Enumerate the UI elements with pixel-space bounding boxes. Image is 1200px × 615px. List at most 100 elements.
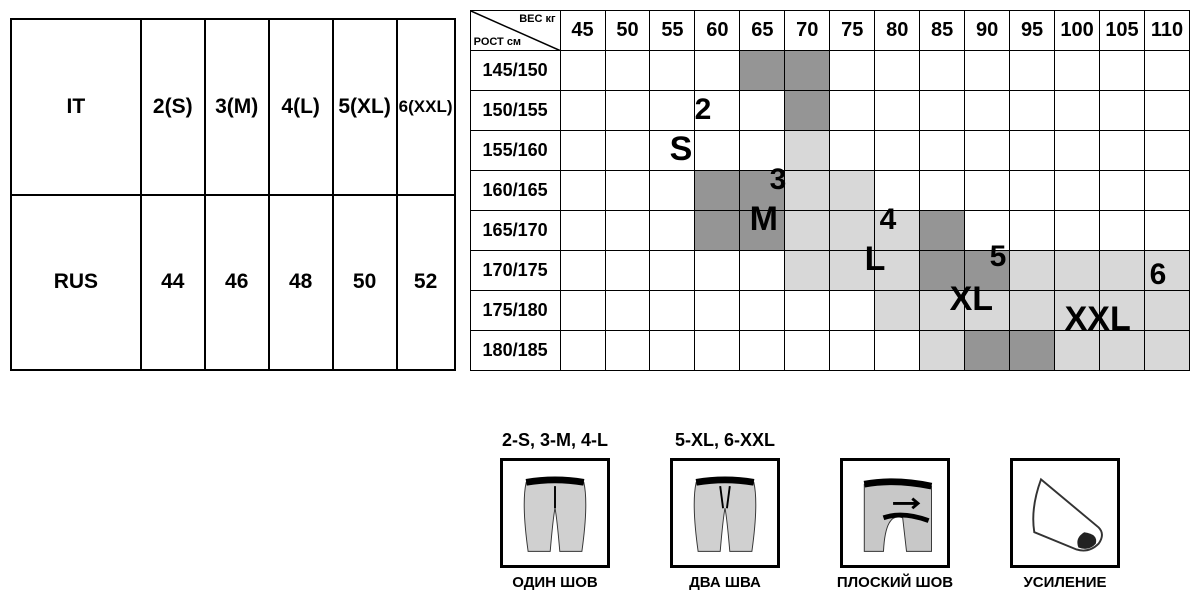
grid-cell [1144, 251, 1189, 291]
grid-cell [605, 171, 650, 211]
grid-cell [920, 251, 965, 291]
grid-cell [785, 291, 830, 331]
conv-rus-0: 44 [141, 195, 205, 371]
grid-cell [605, 51, 650, 91]
grid-cell [560, 91, 605, 131]
weight-hdr-8: 85 [920, 11, 965, 51]
icon-cap-1: ДВА ШВА [689, 574, 761, 591]
grid-cell [875, 251, 920, 291]
weight-hdr-10: 95 [1010, 11, 1055, 51]
grid-cell [1100, 211, 1145, 251]
grid-cell [1010, 291, 1055, 331]
grid-cell [1055, 131, 1100, 171]
height-hdr-0: 145/150 [470, 51, 560, 91]
grid-cell [650, 331, 695, 371]
grid-cell [965, 131, 1010, 171]
weight-hdr-4: 65 [740, 11, 785, 51]
grid-cell [695, 171, 740, 211]
grid-cell [875, 171, 920, 211]
grid-cell [785, 51, 830, 91]
icon-col-1: 5-XL, 6-XXL ДВА ШВА [660, 430, 790, 591]
grid-cell [1100, 51, 1145, 91]
grid-cell [830, 51, 875, 91]
conv-it-3: 5(XL) [333, 19, 397, 195]
grid-cell [830, 91, 875, 131]
grid-cell [875, 91, 920, 131]
weight-hdr-5: 70 [785, 11, 830, 51]
grid-cell [785, 251, 830, 291]
grid-cell [695, 331, 740, 371]
grid-cell [1055, 291, 1100, 331]
grid-cell [740, 51, 785, 91]
weight-hdr-7: 80 [875, 11, 920, 51]
conv-rus-2: 48 [269, 195, 333, 371]
weight-hdr-2: 55 [650, 11, 695, 51]
conv-it-2: 4(L) [269, 19, 333, 195]
grid-cell [785, 91, 830, 131]
grid-cell [965, 171, 1010, 211]
grid-cell [875, 211, 920, 251]
grid-cell [965, 51, 1010, 91]
conversion-table: IT 2(S) 3(M) 4(L) 5(XL) 6(XXL) RUS 44 46… [10, 18, 456, 371]
grid-cell [830, 211, 875, 251]
grid-cell [1010, 51, 1055, 91]
reinforcement-icon [1010, 458, 1120, 568]
grid-cell [785, 171, 830, 211]
grid-cell [1100, 131, 1145, 171]
grid-cell [650, 291, 695, 331]
grid-cell [830, 171, 875, 211]
grid-cell [785, 131, 830, 171]
grid-cell [965, 251, 1010, 291]
conv-it-0: 2(S) [141, 19, 205, 195]
icon-top-1: 5-XL, 6-XXL [675, 430, 775, 452]
grid-cell [875, 131, 920, 171]
product-icons-row: 2-S, 3-M, 4-L ОДИН ШОВ 5-XL, 6-XXL ДВА Ш… [490, 430, 1130, 591]
icon-cap-2: ПЛОСКИЙ ШОВ [837, 574, 953, 591]
grid-cell [605, 211, 650, 251]
grid-cell [695, 291, 740, 331]
icon-col-2: ПЛОСКИЙ ШОВ [830, 430, 960, 591]
grid-cell [1010, 251, 1055, 291]
grid-cell [875, 331, 920, 371]
height-hdr-6: 175/180 [470, 291, 560, 331]
grid-cell [1100, 91, 1145, 131]
grid-cell [1055, 211, 1100, 251]
grid-cell [920, 211, 965, 251]
weight-hdr-9: 90 [965, 11, 1010, 51]
one-seam-icon [500, 458, 610, 568]
grid-cell [560, 331, 605, 371]
grid-cell [1144, 91, 1189, 131]
grid-cell [1055, 91, 1100, 131]
grid-cell [695, 131, 740, 171]
conv-rus-1: 46 [205, 195, 269, 371]
grid-cell [920, 131, 965, 171]
weight-hdr-13: 110 [1144, 11, 1189, 51]
grid-cell [920, 51, 965, 91]
weight-hdr-0: 45 [560, 11, 605, 51]
icon-top-0: 2-S, 3-M, 4-L [502, 430, 608, 452]
conv-it-1: 3(M) [205, 19, 269, 195]
grid-cell [965, 211, 1010, 251]
flat-seam-icon [840, 458, 950, 568]
grid-cell [1144, 291, 1189, 331]
weight-hdr-6: 75 [830, 11, 875, 51]
grid-cell [650, 211, 695, 251]
grid-cell [920, 171, 965, 211]
conv-rus-3: 50 [333, 195, 397, 371]
weight-hdr-3: 60 [695, 11, 740, 51]
grid-cell [560, 211, 605, 251]
grid-cell [695, 51, 740, 91]
icon-cap-0: ОДИН ШОВ [512, 574, 598, 591]
grid-cell [1010, 91, 1055, 131]
height-hdr-4: 165/170 [470, 211, 560, 251]
two-seam-icon [670, 458, 780, 568]
grid-cell [695, 211, 740, 251]
grid-cell [650, 171, 695, 211]
height-hdr-7: 180/185 [470, 331, 560, 371]
grid-cell [920, 91, 965, 131]
grid-cell [1144, 331, 1189, 371]
grid-cell [1144, 211, 1189, 251]
grid-cell [920, 331, 965, 371]
conv-rus-4: 52 [397, 195, 455, 371]
grid-cell [650, 131, 695, 171]
